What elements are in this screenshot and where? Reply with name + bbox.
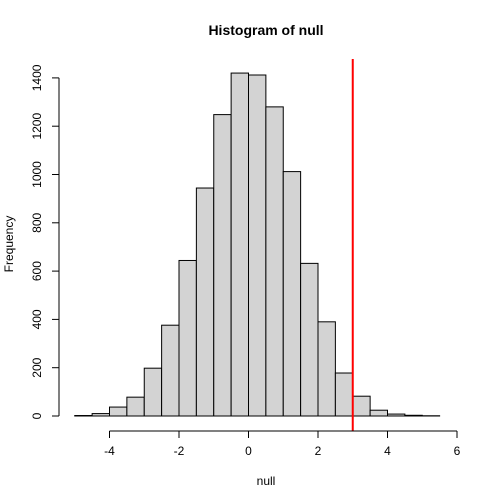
x-axis: -4 -2 0 2 4 6: [104, 430, 461, 458]
y-tick-label: 1200: [30, 113, 44, 140]
histogram-bar: [195, 187, 215, 417]
histogram-bar: [248, 74, 267, 417]
histogram-bar: [352, 395, 371, 417]
histogram-bar: [334, 372, 354, 417]
y-tick-label: 0: [30, 412, 44, 419]
histogram-bar: [317, 321, 336, 417]
x-tick-label: 6: [454, 444, 461, 458]
x-tick-label: 4: [384, 444, 391, 458]
x-tick-label: 0: [245, 444, 252, 458]
y-tick-label: 1400: [30, 64, 44, 91]
y-tick-label: 200: [30, 357, 44, 377]
histogram-bar: [126, 396, 145, 417]
histogram-bar: [143, 367, 163, 417]
y-tick-label: 600: [30, 261, 44, 281]
y-tick-label: 800: [30, 212, 44, 232]
histogram-bar: [109, 406, 128, 417]
y-tick-label: 1000: [30, 161, 44, 188]
histogram-bar: [213, 114, 232, 417]
histogram-bar: [230, 72, 249, 417]
histogram-bar: [387, 413, 406, 417]
histogram-bar: [265, 106, 284, 417]
histogram-bars: [74, 72, 441, 417]
y-axis: 0 200 400 600 800 1000 1200 1400: [30, 64, 60, 419]
histogram-bar: [91, 413, 110, 417]
x-tick-label: -4: [104, 444, 115, 458]
histogram-bar: [404, 414, 423, 417]
x-tick-label: 2: [315, 444, 322, 458]
histogram-bar: [178, 259, 197, 417]
x-axis-label: null: [257, 474, 276, 488]
histogram-bar: [282, 171, 302, 417]
histogram-bar: [161, 324, 180, 417]
histogram-bar: [300, 262, 319, 417]
y-axis-label: Frequency: [2, 216, 16, 273]
y-tick-label: 400: [30, 309, 44, 329]
chart-title: Histogram of null: [208, 22, 323, 38]
x-tick-label: -2: [174, 444, 185, 458]
histogram-bar: [369, 409, 388, 417]
